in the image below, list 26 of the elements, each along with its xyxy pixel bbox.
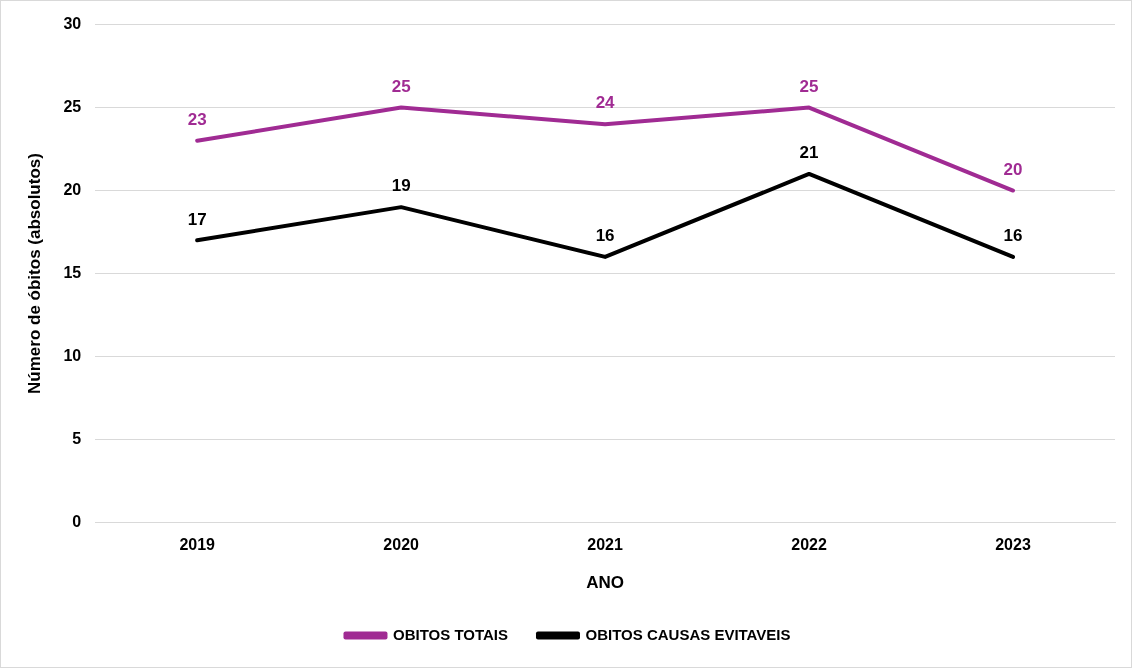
data-label: 19 (391, 176, 411, 196)
y-tick-label: 10 (63, 346, 82, 364)
x-tick-label: 2022 (791, 536, 827, 554)
x-tick-label: 2020 (383, 536, 420, 554)
y-axis-title: Número de óbitos (absolutos) (24, 153, 44, 394)
data-label: 23 (187, 109, 207, 129)
data-label: 16 (1003, 226, 1023, 246)
y-tick-label: 0 (72, 512, 82, 530)
x-tick-label: 2023 (995, 536, 1031, 554)
x-axis-title: ANO (586, 573, 624, 593)
data-label: 25 (799, 76, 819, 96)
data-label: 17 (187, 209, 207, 229)
data-label: 21 (799, 143, 819, 163)
y-tick-label: 30 (63, 15, 82, 33)
data-label: 24 (595, 93, 616, 113)
legend-label: OBITOS CAUSAS EVITAVEIS (585, 625, 791, 643)
y-tick-label: 15 (63, 263, 82, 281)
y-tick-label: 5 (72, 429, 82, 447)
y-tick-label: 20 (63, 180, 82, 198)
data-label: 16 (595, 226, 615, 246)
y-tick-label: 25 (63, 97, 82, 115)
data-label: 20 (1003, 159, 1023, 179)
x-tick-label: 2019 (179, 536, 216, 554)
legend-label: OBITOS TOTAIS (392, 625, 508, 643)
x-tick-label: 2021 (587, 536, 623, 554)
data-label: 25 (391, 76, 411, 96)
